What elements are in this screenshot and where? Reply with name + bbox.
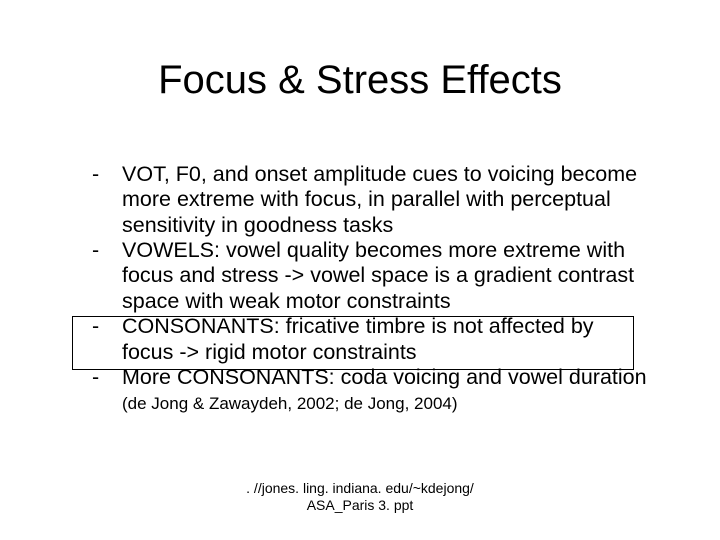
bullet-item: - VOWELS: vowel quality becomes more ext… [88, 238, 648, 314]
bullet-item: - More CONSONANTS: coda voicing and vowe… [88, 365, 648, 416]
highlight-box [72, 316, 634, 370]
slide-body: - VOT, F0, and onset amplitude cues to v… [88, 162, 648, 416]
bullet-citation: (de Jong & Zawaydeh, 2002; de Jong, 2004… [122, 394, 458, 413]
bullet-dash: - [88, 238, 122, 314]
footer-line-1: . //jones. ling. indiana. edu/~kdejong/ [0, 480, 720, 497]
bullet-dash: - [88, 162, 122, 238]
bullet-item: - VOT, F0, and onset amplitude cues to v… [88, 162, 648, 238]
bullet-text: VOWELS: vowel quality becomes more extre… [122, 238, 648, 314]
slide-title: Focus & Stress Effects [0, 58, 720, 103]
bullet-text: VOT, F0, and onset amplitude cues to voi… [122, 162, 648, 238]
bullet-dash: - [88, 365, 122, 416]
slide: Focus & Stress Effects - VOT, F0, and on… [0, 0, 720, 540]
footer-line-2: ASA_Paris 3. ppt [0, 497, 720, 514]
slide-footer: . //jones. ling. indiana. edu/~kdejong/ … [0, 480, 720, 514]
bullet-text: More CONSONANTS: coda voicing and vowel … [122, 365, 648, 416]
